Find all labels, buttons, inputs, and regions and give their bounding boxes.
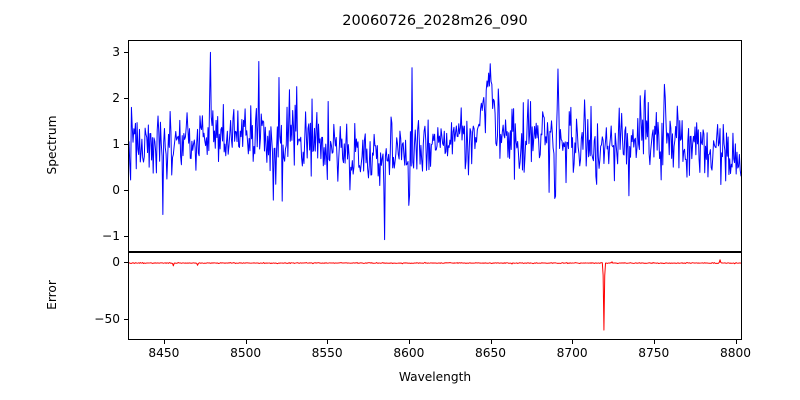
error-ylabel: Error	[45, 280, 59, 310]
spectrum-ytick--1	[124, 235, 128, 237]
spectrum-ytick-label--1: −1	[102, 228, 120, 243]
spectrum-ytick-0	[124, 189, 128, 191]
error-ytick--50	[124, 319, 128, 321]
xtick-label-8750: 8750	[638, 346, 670, 360]
error-ytick-label--50: −50	[94, 312, 120, 327]
xtick-8500	[245, 340, 247, 344]
xtick-label-8450: 8450	[148, 346, 180, 360]
xtick-8450	[163, 340, 165, 344]
spectrum-ytick-label-3: 3	[112, 44, 120, 59]
xtick-8650	[490, 340, 492, 344]
error-line	[129, 259, 741, 331]
xtick-label-8500: 8500	[230, 346, 262, 360]
spectrum-ytick-label-2: 2	[112, 90, 120, 105]
xtick-label-8550: 8550	[311, 346, 343, 360]
xtick-8700	[572, 340, 574, 344]
xtick-8750	[653, 340, 655, 344]
spectrum-axes	[128, 40, 742, 252]
spectrum-ytick-label-0: 0	[112, 182, 120, 197]
wavelength-xlabel: Wavelength	[398, 370, 472, 384]
spectrum-ytick-label-1: 1	[112, 136, 120, 151]
figure-title: 20060726_2028m26_090	[342, 13, 528, 29]
xtick-label-8700: 8700	[556, 346, 588, 360]
xtick-8800	[735, 340, 737, 344]
error-ytick-0	[124, 262, 128, 264]
xtick-8550	[327, 340, 329, 344]
error-ytick-label-0: 0	[112, 255, 120, 270]
xtick-label-8800: 8800	[719, 346, 752, 360]
xtick-8600	[408, 340, 410, 344]
spectrum-line	[129, 51, 741, 241]
xtick-label-8600: 8600	[393, 346, 425, 360]
spectrum-ylabel: Spectrum	[45, 115, 59, 175]
spectrum-ytick-2	[124, 97, 128, 99]
spectrum-ytick-1	[124, 143, 128, 145]
error-axes	[128, 252, 742, 340]
xtick-label-8650: 8650	[474, 346, 507, 360]
spectrum-ytick-3	[124, 51, 128, 53]
